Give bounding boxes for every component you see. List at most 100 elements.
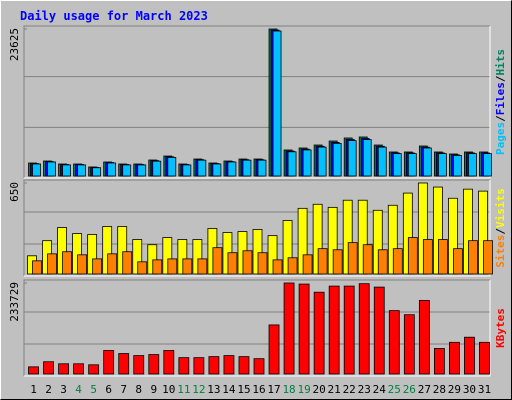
bar xyxy=(327,206,338,275)
x-tick-label: 7 xyxy=(120,383,127,396)
bar xyxy=(167,258,178,275)
bar xyxy=(453,248,463,275)
bar xyxy=(43,361,54,375)
bar xyxy=(177,239,188,275)
bar xyxy=(422,239,433,275)
x-tick-label: 25 xyxy=(388,383,401,396)
bar xyxy=(137,261,148,275)
bar xyxy=(478,190,488,275)
x-tick-label: 3 xyxy=(60,383,67,396)
bar xyxy=(122,164,132,177)
bar xyxy=(372,209,383,275)
bar xyxy=(272,259,283,275)
bar xyxy=(468,240,478,275)
bar xyxy=(77,254,88,275)
bar xyxy=(148,354,160,375)
x-tick-label: 16 xyxy=(252,383,265,396)
bar xyxy=(313,291,325,375)
bar xyxy=(448,197,458,275)
bar xyxy=(227,161,237,177)
bar xyxy=(464,336,475,375)
bar xyxy=(57,227,67,275)
bar xyxy=(358,283,370,375)
bar xyxy=(342,199,353,275)
x-tick-label: 14 xyxy=(222,383,236,396)
chart-title: Daily usage for March 2023 xyxy=(20,9,208,23)
bar xyxy=(387,204,398,275)
bar xyxy=(152,160,162,177)
x-tick-label: 20 xyxy=(313,383,326,396)
bar xyxy=(137,164,147,177)
bar xyxy=(253,358,265,375)
bar xyxy=(72,233,83,275)
bar xyxy=(47,253,57,275)
bar xyxy=(267,235,278,275)
bar xyxy=(402,192,413,275)
bar xyxy=(347,140,357,177)
bar xyxy=(47,161,56,177)
bar xyxy=(328,285,340,375)
bar xyxy=(388,310,400,375)
bar xyxy=(208,356,220,375)
x-tick-label: 19 xyxy=(297,383,310,396)
bar xyxy=(392,248,403,275)
bar xyxy=(403,314,415,375)
bar xyxy=(302,254,313,275)
x-tick-label: 24 xyxy=(373,383,387,396)
bar xyxy=(283,282,295,375)
bar xyxy=(132,239,143,275)
bar xyxy=(463,188,473,275)
bar xyxy=(343,285,355,375)
y-tick-label: 650 xyxy=(8,182,21,202)
legend-entry: Visits xyxy=(494,188,507,228)
bar xyxy=(167,157,177,177)
bar xyxy=(317,248,328,275)
legend: Sites/Visits xyxy=(494,188,507,268)
bar xyxy=(392,153,402,177)
bar xyxy=(252,229,263,275)
x-tick-label: 17 xyxy=(267,383,280,396)
y-tick-label: 233729 xyxy=(8,282,21,322)
x-tick-label: 11 xyxy=(177,383,190,396)
bar xyxy=(162,237,173,275)
plot-border xyxy=(23,279,490,376)
bar xyxy=(432,186,443,275)
bar xyxy=(178,357,190,375)
bar xyxy=(483,153,492,177)
x-tick-label: 29 xyxy=(448,383,461,396)
bar xyxy=(77,164,87,177)
bar xyxy=(257,252,268,275)
bar xyxy=(282,220,293,275)
bar xyxy=(73,363,85,375)
bar xyxy=(133,355,145,375)
bar xyxy=(287,151,297,177)
legend-entry: KBytes xyxy=(494,308,507,348)
x-tick-label: 5 xyxy=(90,383,97,396)
y-tick-label: 23625 xyxy=(8,28,21,61)
x-tick-label: 1 xyxy=(30,383,37,396)
bar xyxy=(197,258,208,275)
x-tick-label: 22 xyxy=(343,383,356,396)
x-tick-label: 6 xyxy=(105,383,112,396)
x-tick-label: 2 xyxy=(45,383,52,396)
bar xyxy=(197,159,207,177)
bar xyxy=(362,244,373,275)
bar xyxy=(272,30,282,177)
x-tick-label: 12 xyxy=(192,383,205,396)
bar xyxy=(117,226,128,275)
bar xyxy=(257,159,267,177)
bar xyxy=(212,163,222,177)
bar xyxy=(297,207,308,275)
legend-separator: / xyxy=(494,75,507,82)
bar xyxy=(407,153,417,177)
bar xyxy=(227,252,238,275)
bar xyxy=(88,364,100,375)
legend-entry: Sites xyxy=(494,235,507,268)
bar xyxy=(182,258,193,275)
bar xyxy=(28,366,39,375)
bar xyxy=(362,139,372,177)
x-tick-label: 26 xyxy=(403,383,416,396)
x-tick-label: 30 xyxy=(463,383,476,396)
bar xyxy=(332,249,343,275)
plot-border xyxy=(23,25,490,178)
